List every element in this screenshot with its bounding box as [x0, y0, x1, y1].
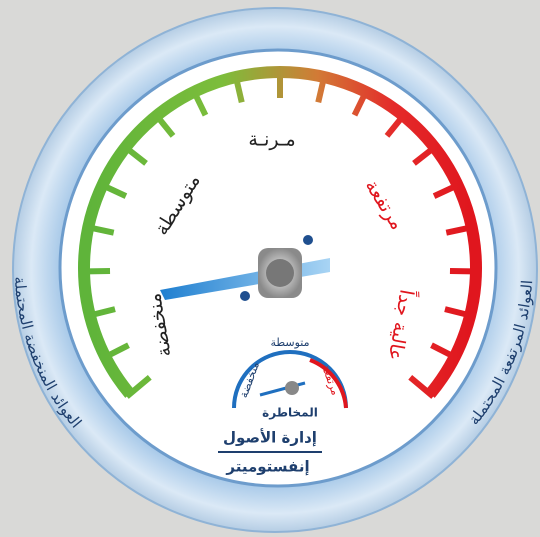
- zone-label: مـرنـة: [248, 129, 295, 151]
- brand: إنفستوميتر: [225, 458, 309, 476]
- badge-label: متوسطة: [270, 336, 309, 349]
- tick: [80, 271, 110, 272]
- screw: [303, 235, 313, 245]
- badge-hub: [285, 381, 299, 395]
- tick: [450, 271, 480, 272]
- badge-title: إدارة الأصول: [223, 429, 317, 447]
- gauge-graphic: العوائد المنخفضة المحتملة العوائد المرتف…: [0, 0, 540, 537]
- hub-center: [266, 259, 294, 287]
- screw: [240, 291, 250, 301]
- badge-label: المخاطرة: [262, 406, 318, 420]
